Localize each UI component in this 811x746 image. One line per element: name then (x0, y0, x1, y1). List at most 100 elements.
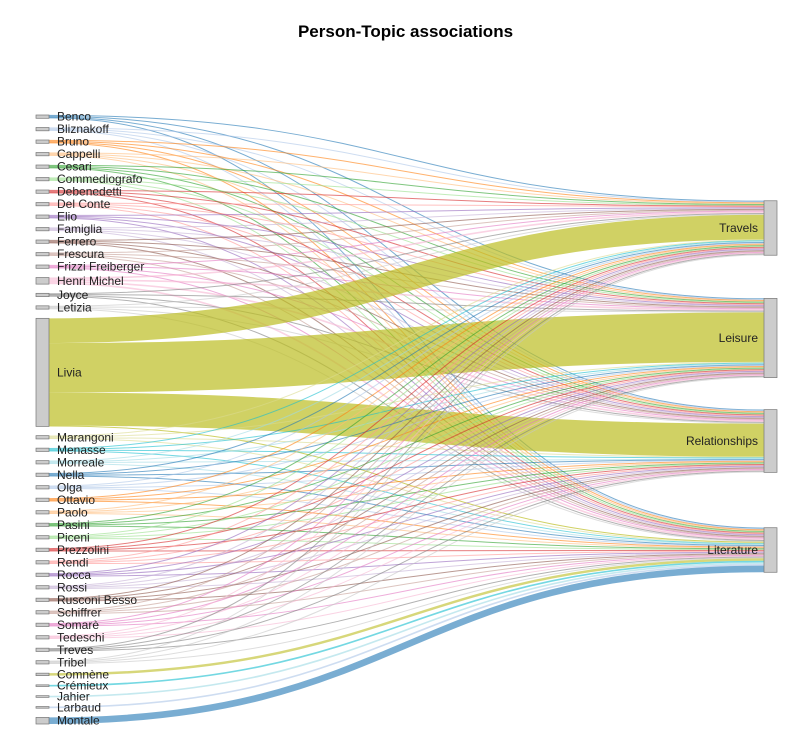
source-label-piceni: Piceni (57, 530, 90, 544)
source-node-larbaud[interactable] (35, 706, 50, 709)
link-prezzolini-to-travels (48, 246, 765, 550)
source-label-paolo: Paolo (57, 505, 88, 519)
link-menasse-to-travels (48, 240, 765, 450)
link-rossi-to-relationships (48, 466, 765, 589)
source-node-jahier[interactable] (35, 695, 50, 698)
link-bruno-to-leisure (48, 140, 765, 301)
source-node-marangoni[interactable] (35, 435, 50, 440)
link-morreale-to-leisure (48, 363, 765, 463)
link-prezzolini-to-leisure (48, 369, 765, 550)
link-famiglia-to-literature (48, 229, 765, 537)
source-label-benco: Benco (57, 110, 91, 124)
source-node-letizia[interactable] (35, 305, 50, 310)
link-schiffrer-to-leisure (48, 373, 765, 613)
link-larbaud-to-literature (48, 564, 765, 709)
link-henri-michel-to-leisure (48, 279, 765, 311)
source-node-schiffrer[interactable] (35, 610, 50, 615)
source-node-debenedetti[interactable] (35, 189, 50, 194)
source-label-ottavio: Ottavio (57, 493, 95, 507)
source-node-cesari[interactable] (35, 164, 50, 169)
source-label-morreale: Morreale (57, 455, 105, 469)
source-node-bliznakoff[interactable] (35, 127, 50, 132)
link-letizia-to-travels (48, 213, 765, 307)
link-ferrero-to-travels (48, 208, 765, 241)
source-node-joyce[interactable] (35, 292, 50, 297)
source-label-frizzi-freiberger: Frizzi Freiberger (57, 260, 144, 274)
link-debenedetti-to-relationships (48, 191, 765, 416)
source-node-somare[interactable] (35, 622, 50, 627)
source-node-menasse[interactable] (35, 447, 50, 452)
source-node-cappelli[interactable] (35, 152, 50, 157)
source-node-rendi[interactable] (35, 560, 50, 565)
link-frescura-to-travels (48, 209, 765, 254)
source-node-cremieux[interactable] (35, 684, 50, 687)
link-joyce-to-leisure (48, 294, 765, 312)
link-olga-to-relationships (48, 459, 765, 489)
link-rendi-to-relationships (48, 464, 765, 564)
source-label-debenedetti: Debenedetti (57, 185, 122, 199)
nodes-layer (35, 114, 778, 725)
link-bliznakoff-to-leisure (48, 128, 765, 301)
source-node-henri-michel[interactable] (35, 277, 50, 285)
source-node-rusconi-besso[interactable] (35, 597, 50, 602)
link-tribel-to-relationships (48, 471, 765, 664)
link-somare-to-leisure (48, 374, 765, 625)
link-somare-to-relationships (48, 468, 765, 626)
target-node-leisure[interactable] (763, 298, 778, 378)
link-cappelli-to-leisure (48, 153, 765, 302)
target-node-relationships[interactable] (763, 409, 778, 473)
source-node-rossi[interactable] (35, 585, 50, 590)
link-olga-to-leisure (48, 365, 765, 488)
source-node-elio[interactable] (35, 214, 50, 219)
source-node-paolo[interactable] (35, 510, 50, 515)
source-label-marangoni: Marangoni (57, 430, 114, 444)
source-node-prezzolini[interactable] (35, 547, 50, 552)
source-label-rocca: Rocca (57, 568, 91, 582)
link-pasini-to-travels (48, 245, 765, 525)
source-node-olga[interactable] (35, 485, 50, 490)
link-commediografo-to-leisure (48, 178, 765, 304)
link-schiffrer-to-travels (48, 251, 765, 612)
source-node-bruno[interactable] (35, 139, 50, 144)
source-node-morreale[interactable] (35, 460, 50, 465)
link-morreale-to-travels (48, 241, 765, 462)
source-node-livia[interactable] (35, 317, 50, 427)
source-node-frizzi-freiberger[interactable] (35, 264, 50, 269)
source-label-menasse: Menasse (57, 443, 106, 457)
source-label-livia: Livia (57, 365, 82, 379)
link-rocca-to-relationships (48, 465, 765, 576)
source-node-pasini[interactable] (35, 522, 50, 527)
source-node-commediografo[interactable] (35, 177, 50, 182)
source-node-ottavio[interactable] (35, 497, 50, 502)
link-benco-to-leisure (48, 115, 765, 300)
source-node-benco[interactable] (35, 114, 50, 119)
source-node-rocca[interactable] (35, 572, 50, 577)
target-label-relationships: Relationships (686, 434, 758, 448)
link-paolo-to-travels (48, 244, 765, 512)
source-node-tedeschi[interactable] (35, 635, 50, 640)
source-node-famiglia[interactable] (35, 227, 50, 232)
source-node-comnene[interactable] (35, 672, 50, 676)
source-node-montale[interactable] (35, 717, 50, 725)
source-node-treves[interactable] (35, 647, 50, 652)
source-node-nella[interactable] (35, 472, 50, 477)
source-label-letizia: Letizia (57, 300, 92, 314)
source-node-ferrero[interactable] (35, 239, 50, 244)
link-somare-to-travels (48, 251, 765, 625)
link-marangoni-to-relationships (48, 437, 765, 458)
source-node-frescura[interactable] (35, 252, 50, 257)
link-elio-to-relationships (48, 216, 765, 418)
target-node-travels[interactable] (763, 200, 778, 256)
link-tedeschi-to-leisure (48, 375, 765, 638)
link-piceni-to-leisure (48, 368, 765, 538)
link-rocca-to-travels (48, 248, 765, 575)
labels-layer: BencoBliznakoffBrunoCappelliCesariCommed… (57, 110, 758, 728)
source-node-tribel[interactable] (35, 660, 50, 665)
target-node-literature[interactable] (763, 527, 778, 573)
link-tedeschi-to-travels (48, 252, 765, 637)
source-node-del-conte[interactable] (35, 202, 50, 207)
link-rossi-to-leisure (48, 371, 765, 588)
link-marangoni-to-leisure (48, 361, 765, 438)
source-node-piceni[interactable] (35, 535, 50, 540)
target-label-literature: Literature (707, 543, 758, 557)
